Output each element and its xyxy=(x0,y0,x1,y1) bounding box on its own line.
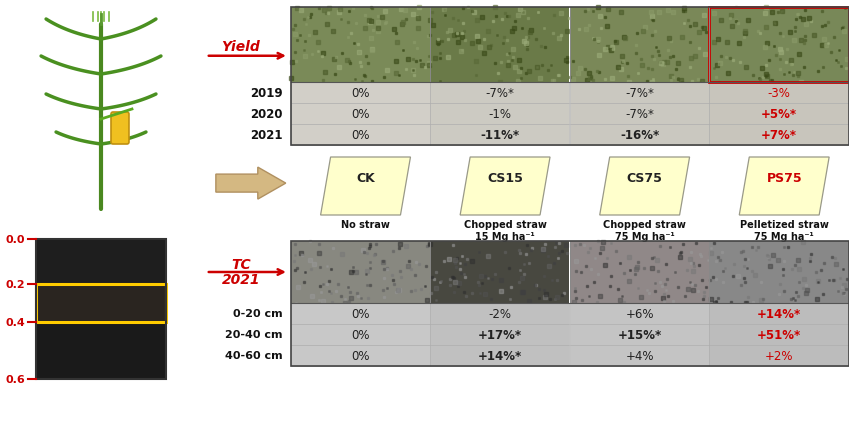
Text: +4%: +4% xyxy=(626,349,654,362)
Bar xyxy=(430,345,570,366)
Polygon shape xyxy=(739,158,829,216)
Bar xyxy=(430,242,570,303)
Bar xyxy=(710,8,849,83)
Text: PS75: PS75 xyxy=(767,171,802,184)
Bar xyxy=(430,303,570,324)
Polygon shape xyxy=(599,158,689,216)
Text: No straw: No straw xyxy=(341,219,390,230)
Text: TC: TC xyxy=(231,257,250,271)
Bar xyxy=(570,8,709,83)
Bar xyxy=(37,284,166,322)
Bar xyxy=(570,242,709,303)
Bar xyxy=(570,324,709,345)
Bar xyxy=(430,83,570,104)
Polygon shape xyxy=(460,158,550,216)
Text: 0%: 0% xyxy=(351,328,370,341)
Bar xyxy=(710,324,848,345)
Text: +5%*: +5%* xyxy=(762,108,797,121)
Text: 2021: 2021 xyxy=(222,272,260,286)
Bar xyxy=(290,303,430,324)
Text: 0%: 0% xyxy=(351,108,370,121)
Text: +14%*: +14%* xyxy=(478,349,522,362)
Bar xyxy=(710,83,848,104)
Text: -7%*: -7%* xyxy=(625,108,654,121)
Bar xyxy=(290,83,430,104)
Text: 0.0: 0.0 xyxy=(6,234,25,245)
Text: CK: CK xyxy=(357,171,375,184)
Bar xyxy=(290,104,430,125)
Text: +15%*: +15%* xyxy=(617,328,661,341)
Text: -2%: -2% xyxy=(488,307,512,320)
Bar xyxy=(710,125,848,146)
Bar xyxy=(570,83,709,104)
Text: 0%: 0% xyxy=(351,87,370,100)
Bar xyxy=(710,345,848,366)
Text: Pelletized straw
75 Mg ha⁻¹: Pelletized straw 75 Mg ha⁻¹ xyxy=(739,219,829,241)
Bar xyxy=(37,322,166,379)
Bar xyxy=(290,8,849,146)
Bar xyxy=(290,125,430,146)
Text: +51%*: +51%* xyxy=(757,328,801,341)
Text: 0%: 0% xyxy=(351,349,370,362)
Text: +7%*: +7%* xyxy=(762,129,797,142)
Bar xyxy=(290,345,430,366)
Text: 0.6: 0.6 xyxy=(5,374,25,384)
Text: CS15: CS15 xyxy=(487,171,523,184)
Text: Chopped straw
15 Mg ha⁻¹: Chopped straw 15 Mg ha⁻¹ xyxy=(464,219,547,241)
Text: 0%: 0% xyxy=(351,129,370,142)
Text: -3%: -3% xyxy=(767,87,790,100)
Text: -7%*: -7%* xyxy=(486,87,514,100)
Bar xyxy=(710,8,848,83)
Text: 40-60 cm: 40-60 cm xyxy=(225,351,283,361)
Text: 0-20 cm: 0-20 cm xyxy=(233,309,283,319)
FancyBboxPatch shape xyxy=(111,113,129,145)
Text: -11%*: -11%* xyxy=(481,129,520,142)
Text: 0.4: 0.4 xyxy=(5,317,25,327)
Bar xyxy=(37,284,166,322)
Text: -1%: -1% xyxy=(488,108,512,121)
Polygon shape xyxy=(321,158,410,216)
Bar xyxy=(430,125,570,146)
Text: -16%*: -16%* xyxy=(620,129,660,142)
Bar xyxy=(430,324,570,345)
Text: 2020: 2020 xyxy=(250,108,283,121)
Text: 2019: 2019 xyxy=(250,87,283,100)
Bar xyxy=(37,239,166,379)
Bar xyxy=(710,242,848,303)
Bar xyxy=(290,242,849,366)
Text: +6%: +6% xyxy=(626,307,654,320)
Text: Yield: Yield xyxy=(222,40,260,54)
Bar xyxy=(570,303,709,324)
Text: +14%*: +14%* xyxy=(757,307,801,320)
Bar xyxy=(290,242,430,303)
Bar xyxy=(430,104,570,125)
Bar xyxy=(570,104,709,125)
Text: +17%*: +17%* xyxy=(478,328,522,341)
Text: 0%: 0% xyxy=(351,307,370,320)
Text: 2021: 2021 xyxy=(250,129,283,142)
Bar xyxy=(290,324,430,345)
Bar xyxy=(570,125,709,146)
Bar xyxy=(290,8,430,83)
Bar xyxy=(710,104,848,125)
Text: CS75: CS75 xyxy=(627,171,662,184)
Text: Chopped straw
75 Mg ha⁻¹: Chopped straw 75 Mg ha⁻¹ xyxy=(604,219,686,241)
Polygon shape xyxy=(216,168,286,200)
Bar xyxy=(430,8,570,83)
Bar xyxy=(710,303,848,324)
Text: +2%: +2% xyxy=(765,349,794,362)
Text: 20-40 cm: 20-40 cm xyxy=(225,330,283,340)
Text: -7%*: -7%* xyxy=(625,87,654,100)
Bar xyxy=(37,239,166,284)
Text: 0.2: 0.2 xyxy=(5,279,25,289)
Bar xyxy=(570,345,709,366)
